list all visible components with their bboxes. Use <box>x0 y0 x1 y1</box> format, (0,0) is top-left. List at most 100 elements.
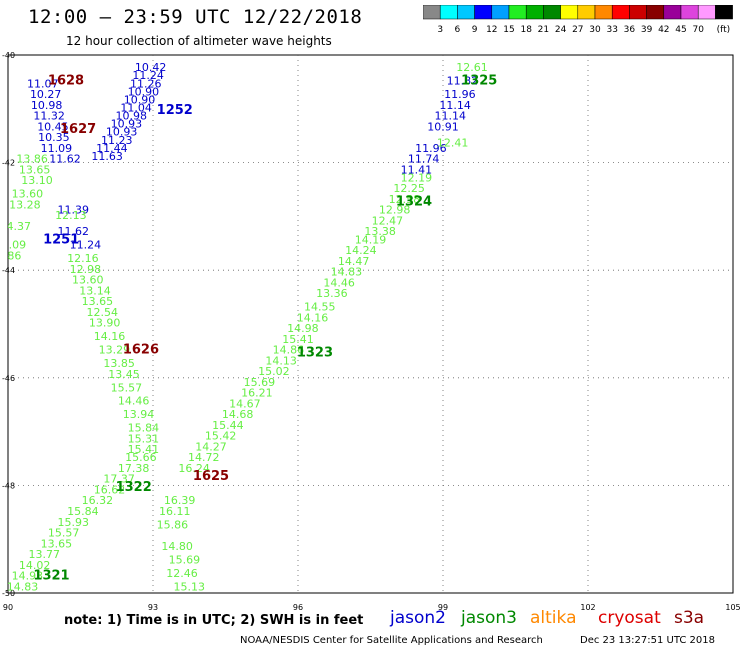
pass-number-label: 1323 <box>297 345 333 360</box>
colorbar: 3 6 9 12 15 18 21 24 27 30 33 36 39 42 45 70 (ft) <box>423 5 733 35</box>
wave-height-point: 13.60 <box>12 188 44 201</box>
wave-height-point: 14.93 <box>12 570 44 583</box>
wave-height-point: 11.26 <box>130 77 162 90</box>
wave-height-point: 11.74 <box>408 153 440 166</box>
wave-height-point: 11.23 <box>101 134 133 147</box>
wave-height-point: 14.24 <box>345 244 377 257</box>
wave-height-point: 16.39 <box>164 494 196 507</box>
wave-height-point: 12.61 <box>456 61 488 74</box>
wave-height-point: 16.32 <box>82 494 114 507</box>
pass-number-label: 1321 <box>33 569 69 584</box>
wave-height-point: 11.39 <box>58 204 90 217</box>
colorbar-label: 27 <box>572 25 583 35</box>
y-tick-label: -50 <box>2 589 15 598</box>
wave-height-point: 13.60 <box>72 274 104 287</box>
wave-height-point: 11.07 <box>27 77 59 90</box>
pass-number-label: 1625 <box>193 469 229 484</box>
wave-height-point: 12.41 <box>437 136 469 149</box>
wave-height-point: 14.47 <box>338 255 370 268</box>
wave-height-point: 13.38 <box>364 225 396 238</box>
colorbar-swatch <box>715 5 733 20</box>
wave-height-point: 11.62 <box>58 225 90 238</box>
wave-height-point: 11.14 <box>435 110 467 123</box>
colorbar-label: 12 <box>486 25 497 35</box>
wave-height-point: 14.67 <box>229 397 261 410</box>
y-tick-label: -42 <box>2 159 15 168</box>
wave-height-point: 15.41 <box>282 333 314 346</box>
wave-height-point: 11.63 <box>91 150 123 163</box>
y-tick-label: -48 <box>2 481 15 490</box>
wave-height-point: 10.91 <box>427 120 459 133</box>
wave-height-point: 13.77 <box>29 548 61 561</box>
wave-height-point: 10.90 <box>124 93 156 106</box>
y-tick-label: -44 <box>2 266 15 275</box>
wave-height-point: 14.16 <box>94 330 126 343</box>
wave-height-point: 15.84 <box>67 505 99 518</box>
colorbar-label: 9 <box>472 25 478 35</box>
wave-height-point: 10.27 <box>30 88 62 101</box>
wave-height-point: 11.32 <box>33 110 65 123</box>
wave-height-point: 14.86 <box>273 344 305 357</box>
wave-height-point: 14.83 <box>7 580 39 593</box>
wave-height-point: 11.62 <box>49 153 81 166</box>
wave-height-point: 14.37 <box>0 220 31 233</box>
wave-height-point: 15.57 <box>48 527 80 540</box>
legend-jason2: jason2 <box>390 608 446 628</box>
y-tick-label: -40 <box>2 51 15 60</box>
legend-jason3: jason3 <box>461 608 517 628</box>
wave-height-point: 11.96 <box>415 142 447 155</box>
wave-height-point: 15.66 <box>125 451 157 464</box>
colorbar-label: 36 <box>624 25 636 35</box>
wave-height-point: 14.68 <box>222 408 254 421</box>
wave-height-point: 14.55 <box>304 301 336 314</box>
wave-height-point: 16.21 <box>241 387 273 400</box>
wave-height-point: 14.09 <box>174 594 206 607</box>
wave-height-point: 10.90 <box>128 85 160 98</box>
wave-height-point: 10.93 <box>111 118 143 131</box>
wave-height-point: 15.86 <box>157 518 189 531</box>
colorbar-label: 70 <box>692 25 704 35</box>
pass-number-label: 1251 <box>43 232 79 247</box>
wave-height-point: 16.62 <box>94 483 126 496</box>
wave-height-point: 17.37 <box>103 473 135 486</box>
wave-height-point: 15.57 <box>111 381 143 394</box>
wave-height-point: 14.80 <box>161 540 193 553</box>
wave-height-point: 14.72 <box>188 451 220 464</box>
wave-height-point: 12.47 <box>372 214 404 227</box>
colorbar-label: 30 <box>589 25 601 35</box>
wave-height-point: 16.11 <box>159 505 191 518</box>
wave-height-point: 13.36 <box>316 287 348 300</box>
wave-height-point: 10.35 <box>38 131 70 144</box>
wave-height-point: 12.58 <box>389 193 421 206</box>
colorbar-label: 45 <box>675 25 686 35</box>
wave-height-point: 11.14 <box>439 99 471 112</box>
legend-s3a: s3a <box>674 608 705 628</box>
wave-height-point: 14.83 <box>331 266 363 279</box>
colorbar-label: 18 <box>520 25 532 35</box>
x-tick-label: 96 <box>293 603 303 612</box>
wave-height-point: 11.96 <box>444 88 476 101</box>
wave-height-point: 13.28 <box>9 198 41 211</box>
legend-altika: altika <box>530 608 577 628</box>
wave-height-point: 12.25 <box>393 182 425 195</box>
wave-height-point: 10.45 <box>37 120 69 133</box>
wave-height-point: 14.02 <box>19 559 51 572</box>
wave-height-point: 10.42 <box>135 61 167 74</box>
colorbar-label: 24 <box>555 25 567 35</box>
colorbar-label: 6 <box>455 25 461 35</box>
wave-height-point: 10.98 <box>116 110 148 123</box>
wave-height-point: 13.90 <box>89 317 121 330</box>
wave-height-point: 11.41 <box>401 163 433 176</box>
x-tick-label: 105 <box>725 603 740 612</box>
wave-height-point: 13.29 <box>99 344 131 357</box>
colorbar-label: 42 <box>658 25 669 35</box>
legend-cryosat: cryosat <box>598 608 661 628</box>
y-tick-label: -46 <box>2 374 15 383</box>
wave-height-point: 15.69 <box>244 376 276 389</box>
wave-height-point: 12.98 <box>70 263 102 276</box>
wave-height-point: 13.86 <box>16 153 48 166</box>
wave-height-point: 15.41 <box>128 443 160 456</box>
plot-frame <box>7 54 734 594</box>
colorbar-label: 33 <box>606 25 617 35</box>
